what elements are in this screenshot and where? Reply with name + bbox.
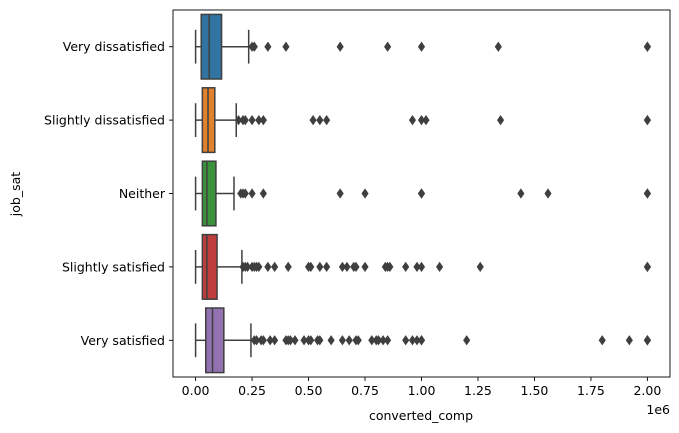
x-tick-label: 0.50: [295, 383, 323, 398]
x-axis: 0.00 0.25 0.50 0.75 1.00 1.25 1.50 1.75 2.00: [182, 377, 661, 398]
outlier-point: [476, 261, 484, 273]
outlier-point: [323, 261, 331, 273]
x-tick-label: 1.25: [464, 383, 492, 398]
outlier-point: [436, 261, 444, 273]
x-tick-label: 1.00: [408, 383, 436, 398]
outlier-point: [248, 188, 256, 199]
outlier-point: [643, 261, 651, 273]
y-axis-label: job_sat: [8, 172, 23, 217]
outlier-point: [417, 188, 426, 199]
x-tick-label: 2.00: [633, 383, 661, 398]
y-tick-label: Very satisfied: [81, 333, 165, 348]
outlier-point: [291, 335, 299, 346]
outlier-point: [494, 41, 502, 52]
x-tick-label: 1.75: [577, 383, 605, 398]
outlier-point: [384, 335, 392, 346]
x-axis-label: converted_comp: [369, 408, 473, 423]
outlier-point: [345, 335, 353, 346]
y-tick-label: Slightly dissatisfied: [44, 113, 165, 128]
outlier-point: [250, 41, 258, 52]
outlier-point: [643, 114, 651, 126]
outlier-point: [343, 261, 351, 273]
outlier-point: [361, 188, 369, 199]
outlier-point: [323, 114, 331, 126]
outlier-point: [241, 114, 249, 126]
y-tick-label: Very dissatisfied: [63, 39, 165, 54]
iqr-box: [201, 160, 217, 227]
outlier-point: [307, 261, 315, 273]
outlier-point: [463, 335, 471, 346]
outlier-point: [259, 335, 267, 346]
outlier-point: [309, 114, 317, 126]
outlier-point: [361, 261, 369, 273]
outlier-point: [241, 188, 249, 199]
outlier-point: [271, 261, 279, 273]
box-group: [194, 87, 651, 154]
outlier-point: [316, 114, 324, 126]
outlier-point: [643, 188, 651, 199]
outlier-point: [384, 41, 392, 52]
outlier-point: [386, 261, 394, 273]
outlier-point: [338, 335, 346, 346]
outlier-point: [264, 261, 272, 273]
outlier-point: [255, 261, 263, 273]
iqr-box: [205, 307, 225, 374]
y-tick-label: Neither: [119, 186, 166, 201]
outlier-point: [402, 261, 410, 273]
outlier-point: [327, 335, 335, 346]
box-group: [194, 160, 651, 227]
outlier-point: [271, 335, 279, 346]
y-axis: Very dissatisfied Slightly dissatisfied Ne…: [44, 39, 173, 348]
x-tick-label: 1.50: [521, 383, 549, 398]
outlier-point: [264, 41, 272, 52]
outlier-point: [316, 335, 324, 346]
outlier-point: [643, 335, 651, 346]
outlier-point: [259, 188, 267, 199]
outlier-point: [354, 335, 362, 346]
outlier-point: [248, 114, 256, 126]
outlier-point: [422, 114, 430, 126]
outlier-point: [307, 335, 315, 346]
iqr-box: [200, 13, 223, 80]
outlier-point: [336, 41, 344, 52]
outlier-point: [417, 41, 426, 52]
outlier-point: [497, 114, 505, 126]
outlier-point: [544, 188, 552, 199]
outlier-point: [282, 41, 290, 52]
outlier-point: [643, 41, 651, 52]
chart-marks: [194, 13, 651, 374]
y-tick-label: Slightly satisfied: [62, 259, 165, 274]
outlier-point: [517, 188, 525, 199]
outlier-point: [284, 261, 292, 273]
box-group: [194, 307, 651, 374]
outlier-point: [417, 335, 426, 346]
outlier-point: [336, 188, 344, 199]
outlier-point: [408, 114, 417, 126]
outlier-point: [352, 261, 360, 273]
outlier-point: [625, 335, 633, 346]
outlier-point: [316, 261, 324, 273]
outlier-point: [259, 114, 267, 126]
x-axis-offset-label: 1e6: [646, 402, 670, 417]
x-tick-label: 0.25: [238, 383, 266, 398]
outlier-point: [417, 261, 426, 273]
outlier-point: [598, 335, 606, 346]
outlier-point: [402, 335, 410, 346]
x-tick-label: 0.00: [182, 383, 210, 398]
plot-frame: [172, 9, 671, 378]
iqr-box: [201, 233, 218, 300]
box-group: [194, 13, 651, 80]
box-group: [194, 233, 651, 300]
x-tick-label: 0.75: [351, 383, 379, 398]
